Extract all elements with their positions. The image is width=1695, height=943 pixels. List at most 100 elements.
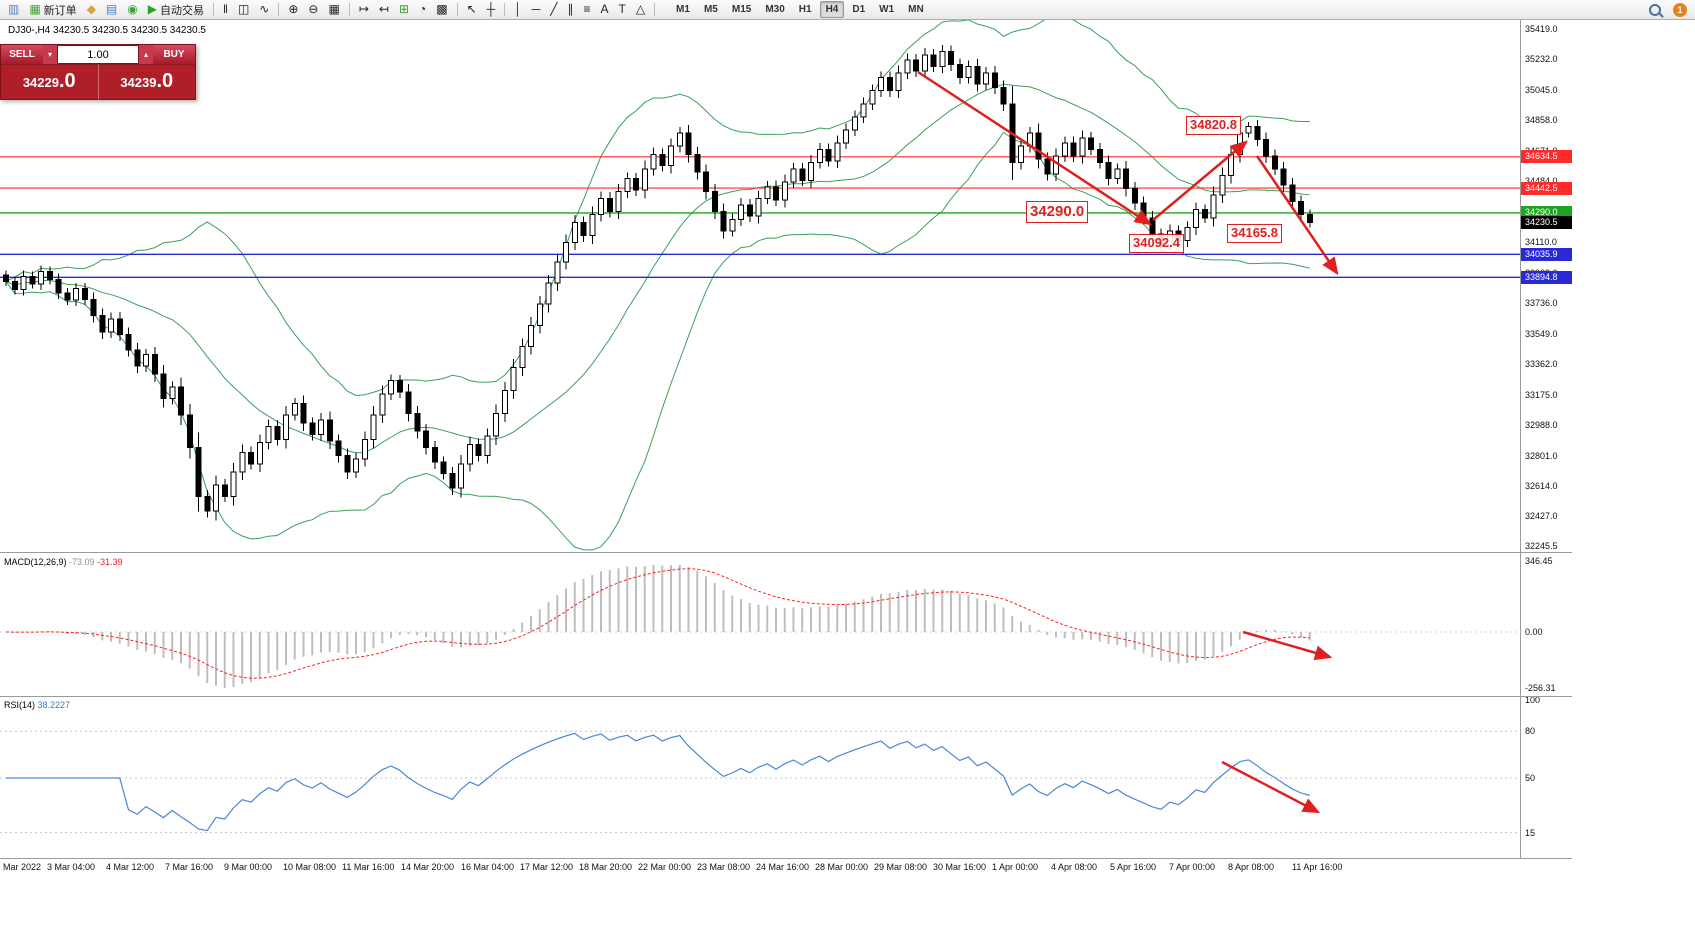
price-annotation: 34290.0 (1026, 201, 1089, 223)
price-axis-label: 32245.5 (1525, 541, 1558, 551)
rsi-axis-label: 80 (1525, 726, 1536, 737)
buy-price-frac: .0 (156, 70, 174, 92)
sell-price[interactable]: 34229.0 (1, 64, 98, 100)
indicators-button[interactable]: ⊞ (395, 1, 413, 18)
volume-input[interactable] (57, 45, 139, 64)
timeframe-w1[interactable]: W1 (879, 4, 895, 15)
macd-axis-label: 346.45 (1525, 556, 1553, 566)
toolbar-separator (278, 3, 280, 16)
fibonacci-icon: ≡ (583, 2, 591, 16)
macd-axis-label: -256.31 (1525, 683, 1556, 693)
candles-icon: ◫ (237, 2, 250, 16)
price-annotation: 34165.8 (1227, 224, 1282, 243)
macd-signal-line (5, 568, 1310, 679)
time-axis-label: 29 Mar 08:00 (874, 862, 928, 872)
volume-decrease-button[interactable]: ▾ (43, 45, 57, 64)
shapes-button[interactable]: △ (632, 1, 649, 18)
time-axis-label: 11 Apr 16:00 (1292, 862, 1343, 872)
chart-shift-button[interactable]: ↤ (375, 1, 393, 18)
rsi-value: 38.2227 (37, 700, 71, 710)
rsi-axis-label: 100 (1525, 695, 1541, 705)
search-icon[interactable] (1649, 4, 1661, 16)
text-label-button[interactable]: T (614, 1, 629, 18)
price-axis-label: 33549.0 (1525, 328, 1558, 339)
timeframe-m5[interactable]: M5 (703, 4, 718, 15)
time-axis-label: 11 Mar 16:00 (342, 862, 395, 872)
macd-pane-separator[interactable] (0, 552, 1572, 553)
templates-button[interactable]: ▩ (432, 1, 451, 18)
macd-indicator-label: MACD(12,26,9) -73.09 -31.39 (4, 557, 123, 567)
time-axis-label: Mar 2022 (3, 862, 42, 872)
bar-chart-button[interactable]: ‖ (219, 1, 232, 18)
main-chart[interactable] (0, 20, 1520, 552)
time-axis[interactable]: Mar 2022 3 Mar 04:00 4 Mar 12:00 7 Mar 16:0… (0, 858, 1572, 876)
price-axis-label: 32427.0 (1525, 511, 1558, 522)
time-axis-label: 4 Mar 12:00 (106, 862, 155, 872)
rsi-pane[interactable] (0, 696, 1520, 858)
data-window-button[interactable]: ◉ (123, 1, 141, 18)
price-axis[interactable]: 35419.035232.035045.034858.034671.034484… (1520, 20, 1572, 858)
timeframe-d1[interactable]: D1 (852, 4, 866, 15)
auto-scroll-button[interactable]: ↦ (355, 1, 373, 18)
time-axis-label: 30 Mar 16:00 (933, 862, 987, 872)
line-chart-button[interactable]: ∿ (255, 1, 273, 18)
rsi-axis-label: 50 (1525, 773, 1536, 783)
price-tag: 34230.5 (1521, 216, 1572, 230)
navigator-toggle-button[interactable]: ◆ (83, 1, 100, 18)
zoom-out-button[interactable]: ⊖ (304, 1, 322, 18)
macd-pane[interactable] (0, 552, 1520, 696)
one-click-trading-panel: SELL ▾ ▴ BUY 34229.0 34239.0 (0, 44, 196, 100)
new-order-button[interactable]: ▦ 新订单 (25, 1, 80, 18)
time-axis-label: 1 Apr 00:00 (992, 862, 1039, 872)
macd-name: MACD(12,26,9) (4, 557, 67, 567)
zoom-in-button[interactable]: ⊕ (284, 1, 302, 18)
timeframe-m15[interactable]: M15 (731, 4, 752, 15)
periods-button[interactable]: ◔ (415, 1, 430, 18)
horizontal-level-lines (0, 156, 1520, 279)
vertical-line-button[interactable]: │ (510, 1, 526, 18)
time-axis-label: 7 Mar 16:00 (165, 862, 214, 872)
channel-button[interactable]: ∥ (563, 1, 577, 18)
notification-badge[interactable]: 1 (1673, 3, 1687, 17)
volume-increase-button[interactable]: ▴ (139, 45, 153, 64)
charts-menu-button[interactable]: ▥ (4, 1, 23, 18)
buy-price[interactable]: 34239.0 (97, 64, 196, 100)
macd-main-value: -73.09 (69, 557, 95, 567)
symbol-ohlc-info: DJ30-,H4 34230.5 34230.5 34230.5 34230.5 (8, 25, 206, 36)
horizontal-line-button[interactable]: ─ (528, 1, 545, 18)
crosshair-button[interactable]: ┼ (483, 1, 500, 18)
templates-icon: ▩ (436, 2, 448, 16)
candles-chart-button[interactable]: ◫ (234, 1, 253, 18)
buy-button[interactable]: BUY (153, 45, 195, 64)
trendline-button[interactable]: ╱ (546, 1, 561, 18)
time-axis-label: 9 Mar 00:00 (224, 862, 273, 872)
tile-windows-button[interactable]: ▦ (324, 1, 343, 18)
sell-button[interactable]: SELL (1, 45, 43, 64)
price-axis-label: 33362.0 (1525, 359, 1558, 370)
zoom-in-icon: ⊕ (288, 2, 299, 16)
ohlc-values: 34230.5 34230.5 34230.5 34230.5 (53, 25, 206, 36)
time-axis-label: 8 Apr 08:00 (1228, 862, 1275, 872)
timeframe-m1[interactable]: M1 (676, 4, 690, 15)
price-annotation: 34092.4 (1129, 234, 1184, 253)
toolbar: ▥ ▦ 新订单 ◆ ▤ ◉ ▶ 自动交易 ‖ ◫ ∿ ⊕ ⊖ ▦ ↦ ↤ ⊞ ◔ ▩ ↖ ┼ │ ─ ╱ ∥ ≡ A T △ M1 M5 M… (0, 0, 1695, 20)
time-axis-label: 7 Apr 00:00 (1169, 862, 1216, 872)
cursor-button[interactable]: ↖ (463, 1, 481, 18)
chart-window: 35419.035232.035045.034858.034671.034484… (0, 20, 1572, 876)
price-axis-label: 35045.0 (1525, 84, 1558, 95)
rsi-name: RSI(14) (4, 700, 36, 710)
trendline-icon: ╱ (550, 2, 558, 16)
fibonacci-button[interactable]: ≡ (579, 1, 594, 18)
text-button[interactable]: A (596, 1, 612, 18)
timeframe-h1[interactable]: H1 (798, 4, 812, 15)
timeframe-m30[interactable]: M30 (765, 4, 785, 15)
sell-price-base: 34229 (22, 75, 59, 90)
timeframe-h4[interactable]: H4 (819, 1, 845, 18)
crosshair-icon: ┼ (486, 2, 496, 16)
market-watch-toggle-button[interactable]: ▤ (102, 1, 121, 18)
autotrading-button[interactable]: ▶ 自动交易 (144, 1, 208, 18)
timeframe-mn[interactable]: MN (908, 4, 924, 15)
rsi-pane-separator[interactable] (0, 696, 1572, 697)
shapes-icon: △ (635, 2, 646, 16)
autotrading-button-label: 自动交易 (159, 4, 204, 17)
